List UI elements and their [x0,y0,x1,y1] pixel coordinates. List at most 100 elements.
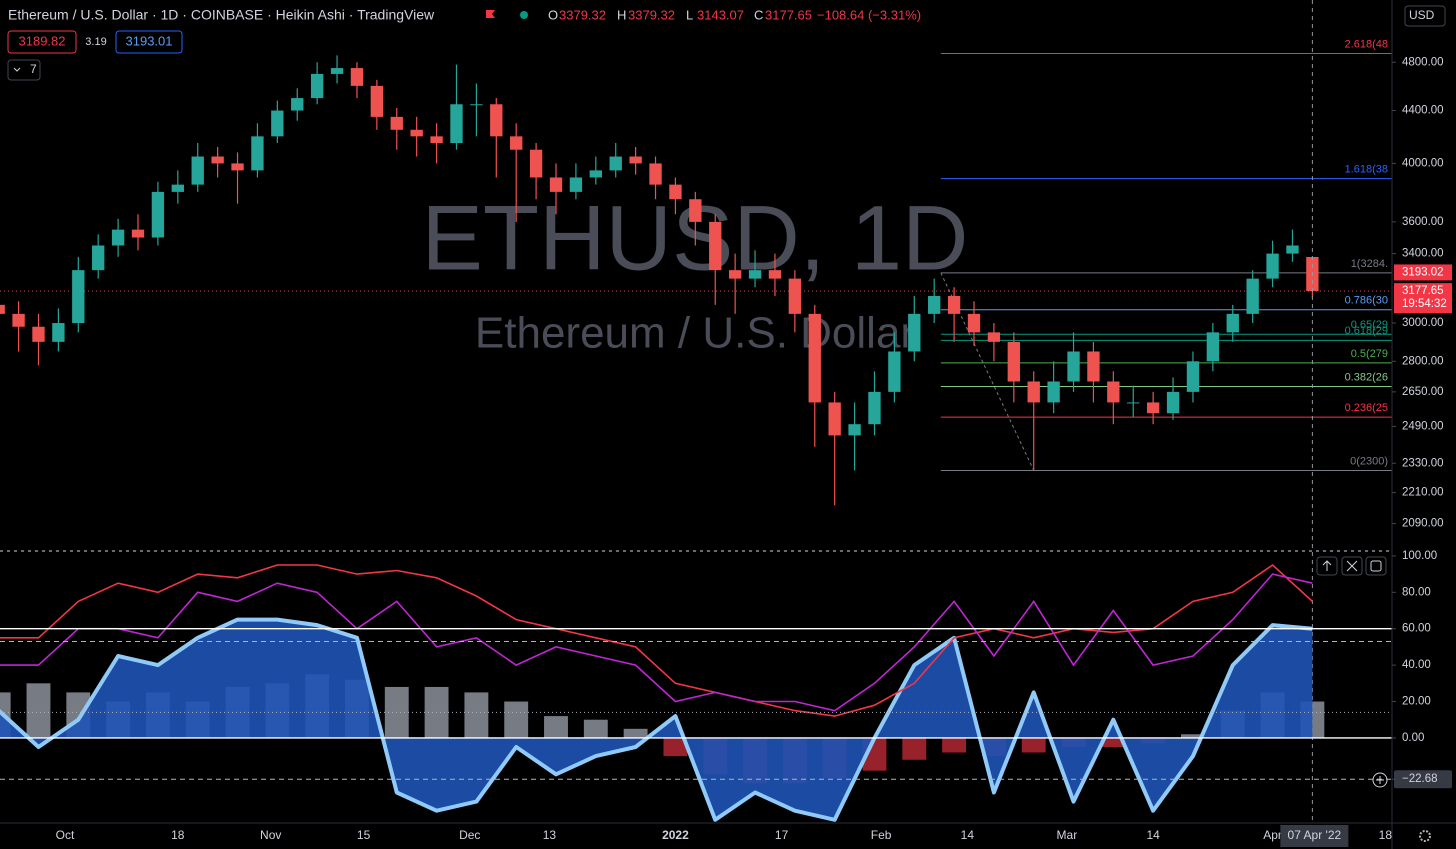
candle-body [32,326,45,342]
histogram-bar [26,683,51,738]
candle-body [1007,341,1020,382]
fib-label: 2.618(48 [1345,38,1388,50]
change: −108.64 (−3.31%) [817,7,921,22]
bid-box[interactable] [7,30,77,54]
candle-body [768,270,782,279]
fib-label: 0.65(29 [1351,319,1388,331]
bid: 3189.82 [19,33,66,48]
candle-body [490,104,503,137]
symbol-title: Ethereum / U.S. Dollar · 1D · COINBASE ·… [8,7,435,23]
candle-body [291,98,304,111]
oscillator-line [0,563,1313,717]
settings-button[interactable] [1419,830,1431,842]
candle-body [1266,253,1279,279]
x-tick-label: 15 [357,828,371,842]
histogram-bar [663,737,688,757]
candle-body [748,270,762,279]
candle-body [649,163,662,185]
candle-body [669,184,682,200]
candle-body [1246,278,1259,314]
histogram-bar [902,737,927,760]
button-restore[interactable] [1365,556,1387,576]
candle-body [609,156,622,171]
candle-body [589,170,602,178]
chevron-icon [13,67,21,72]
candle-body [72,270,85,324]
candle-body [868,391,881,425]
candle-body [788,278,802,314]
candle-body [728,270,742,279]
fib-label: 0.5(279 [1351,348,1388,360]
candle-body [470,104,483,106]
x-tick-label: 18 [171,828,185,842]
x-tick-label: Apr [1263,828,1282,842]
candle-body [1166,391,1180,414]
ask-line-box [1394,264,1452,281]
histogram-bar [1181,734,1205,738]
plus-icon [1376,776,1384,784]
candle-body [1067,351,1080,382]
x-tick-label: Mar [1057,828,1078,842]
crosshair-label: 07 Apr '22 [1288,828,1342,842]
histogram-bar [623,728,648,738]
candle-body [1087,351,1100,382]
candle-body [629,156,642,164]
add-button[interactable] [1372,772,1388,788]
fib-label: 0.236(25 [1345,402,1388,414]
x-tick-label: 18 [1379,828,1393,842]
fib-label: 0(2300) [1350,455,1388,467]
status-dot [520,11,528,19]
candle-body [1286,245,1299,254]
crosshair-label-box [1280,825,1349,847]
ask: 3193.01 [126,33,173,48]
indicators-count: 7 [30,62,37,76]
indicators-toggle[interactable] [7,59,41,81]
candle-body [271,110,284,137]
y-tick-label-box [1394,770,1452,789]
fib-label: 0.786(30 [1345,295,1388,307]
candle-body [92,245,105,271]
candle-body [709,221,722,271]
candle-body [1206,332,1220,362]
y-tick-label: 80.00 [1402,586,1431,598]
currency: USD [1409,8,1435,22]
y-tick-label: −22.68 [1402,773,1438,785]
candle-body [310,73,324,99]
y-tick-label: 4000.00 [1402,157,1444,169]
ohlc-label: L [686,7,693,22]
x-tick-label: 14 [961,828,975,842]
y-tick-label: 20.00 [1402,696,1431,708]
candle-body [947,295,961,314]
candle-body [1146,402,1160,414]
x-tick-label: Dec [459,828,480,842]
flag-icon[interactable] [486,10,495,18]
y-tick-label: 2210.00 [1402,487,1444,499]
candle-body [231,163,244,171]
wave-area [0,619,1313,820]
candle-body [191,156,204,185]
candle-body [1127,402,1140,404]
candle-body [967,313,981,333]
y-tick-label: 2800.00 [1402,355,1444,367]
y-tick-label: 2090.00 [1402,518,1444,530]
ohlc-value: 3143.07 [697,7,744,22]
histogram-bar [544,716,568,738]
spread: 3.19 [85,36,106,48]
oscillator-line [0,573,1313,712]
histogram-bar [504,701,529,738]
histogram-bar [1021,737,1046,753]
y-tick-label: 2330.00 [1402,457,1444,469]
y-tick-label: 3400.00 [1402,248,1444,260]
candle-body [529,149,543,178]
candle-body [928,295,941,314]
candle-body [1186,361,1200,392]
x-tick-label: Oct [56,828,75,842]
candle-body [908,313,921,352]
ask-box[interactable] [115,30,183,54]
candle-body [370,85,384,117]
currency-select[interactable] [1404,5,1446,27]
candle-body [848,424,861,436]
y-tick-label: 4800.00 [1402,56,1444,68]
